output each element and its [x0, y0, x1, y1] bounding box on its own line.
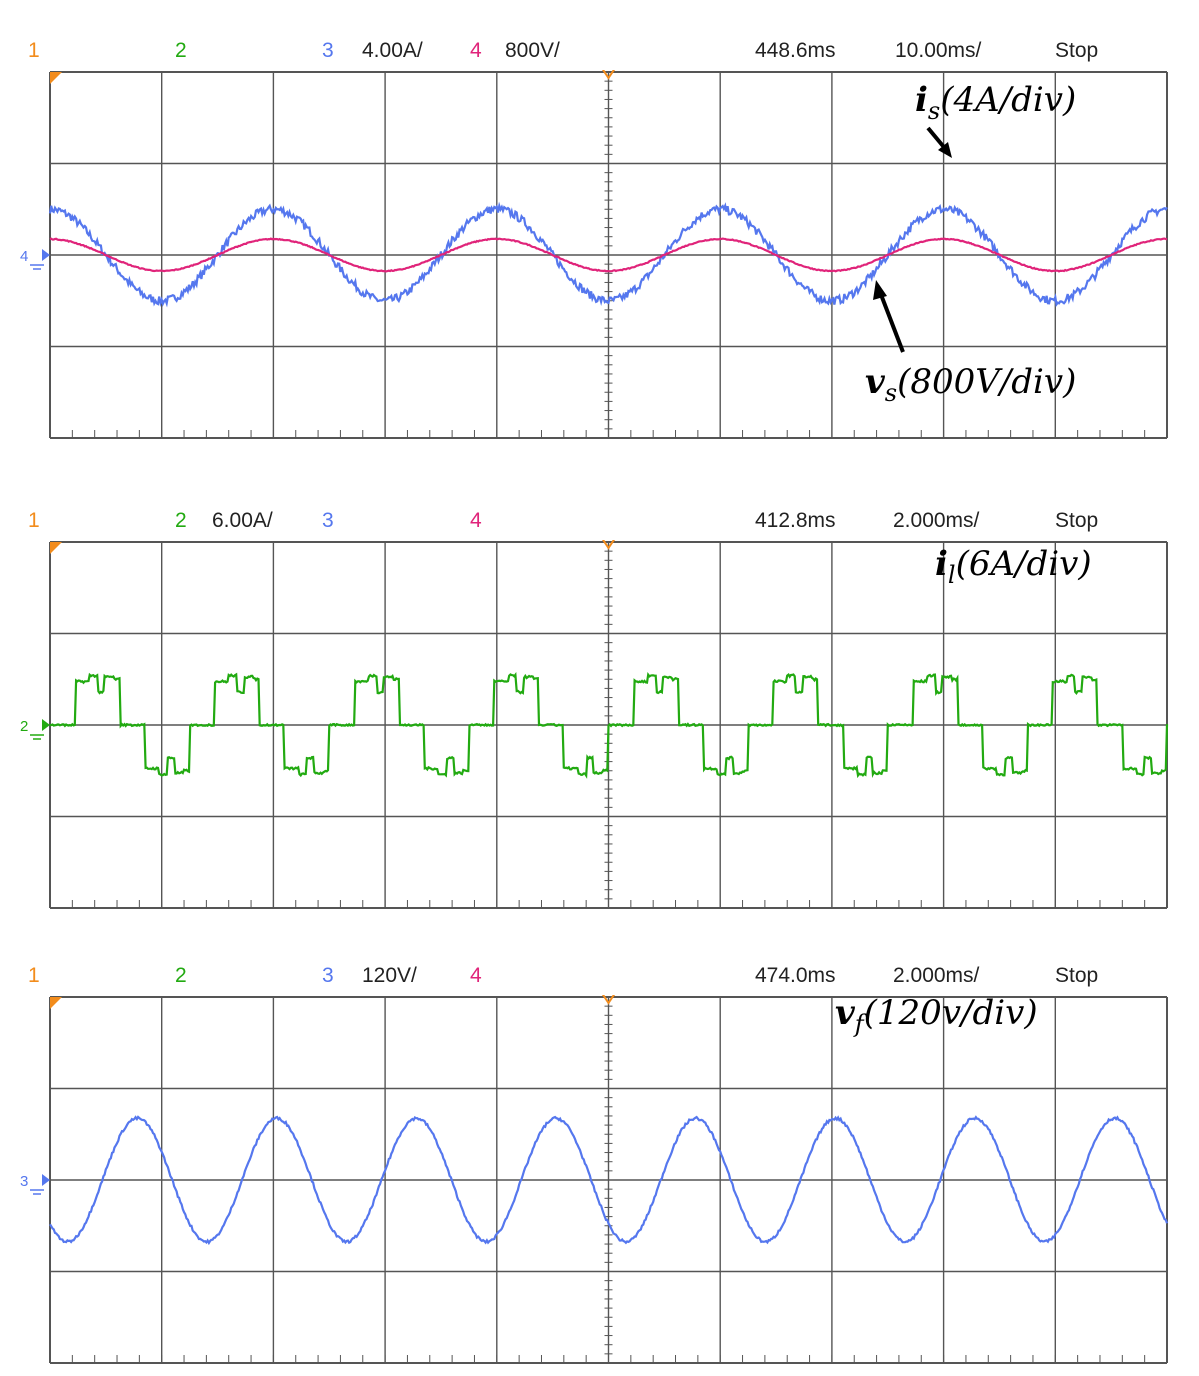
ch1-label: 1	[28, 39, 40, 62]
ch2-label: 2	[175, 39, 187, 62]
arrow-v-s	[878, 291, 905, 353]
trigger-marker-left	[50, 997, 62, 1009]
ch4-scale: 800V/	[505, 39, 560, 62]
ground-marker-label: 3	[20, 1173, 28, 1190]
scope-screen: 4	[20, 70, 1168, 439]
ground-marker-arrow	[42, 719, 50, 731]
scope-screen: 2	[20, 540, 1169, 909]
ground-marker-label: 4	[20, 248, 28, 265]
ch2-scale: 6.00A/	[212, 509, 273, 532]
trace-label-i-l: il(6A/div)	[935, 544, 1092, 589]
timebase: 2.000ms/	[893, 509, 980, 532]
run-status: Stop	[1055, 509, 1099, 532]
scope-header: 1 2 3 4.00A/ 4 800V/ 448.6ms 10.00ms/ St…	[0, 36, 1199, 66]
timebase: 2.000ms/	[893, 964, 980, 987]
run-status: Stop	[1055, 964, 1099, 987]
trigger-marker-top	[601, 70, 616, 80]
trigger-delay: 412.8ms	[755, 509, 836, 532]
ch1-label: 1	[28, 964, 40, 987]
scope-panel-1: 1 2 3 4.00A/ 4 800V/ 448.6ms 10.00ms/ St…	[0, 0, 1199, 440]
ch4-label: 4	[470, 509, 482, 532]
scope-panel-2: 1 2 6.00A/ 3 4 412.8ms 2.000ms/ Stop 2 i…	[0, 470, 1199, 910]
ch4-label: 4	[470, 39, 482, 62]
ground-marker: 4	[20, 248, 50, 270]
timebase: 10.00ms/	[895, 39, 982, 62]
ch2-label: 2	[175, 509, 187, 532]
scope-header: 1 2 6.00A/ 3 4 412.8ms 2.000ms/ Stop	[0, 506, 1199, 536]
ch4-label: 4	[470, 964, 482, 987]
series-line-i_l	[49, 671, 1169, 779]
ground-marker: 2	[20, 718, 50, 740]
trace-label-v-s: vs(800V/div)	[865, 362, 1077, 407]
ch3-scale: 120V/	[362, 964, 417, 987]
trace-label-i-s: is(4A/div)	[915, 80, 1077, 125]
run-status: Stop	[1055, 39, 1099, 62]
ch3-label: 3	[322, 964, 334, 987]
trigger-delay: 474.0ms	[755, 964, 836, 987]
arrow-i-s-head	[938, 142, 952, 158]
scope-header: 1 2 3 120V/ 4 474.0ms 2.000ms/ Stop	[0, 961, 1199, 991]
ground-marker: 3	[20, 1173, 50, 1195]
scope-panel-3: 1 2 3 120V/ 4 474.0ms 2.000ms/ Stop 3 vf…	[0, 925, 1199, 1365]
trigger-marker-left	[50, 542, 62, 554]
ch2-label: 2	[175, 964, 187, 987]
trace-label-v-f: vf(120v/div)	[835, 993, 1038, 1038]
ground-marker-label: 2	[20, 718, 28, 735]
ground-marker-arrow	[42, 1174, 50, 1186]
ch1-label: 1	[28, 509, 40, 532]
arrow-v-s-head	[873, 280, 887, 300]
trigger-marker-left	[50, 72, 62, 84]
series-line-v_s	[49, 237, 1168, 273]
scope-screen: 3	[20, 995, 1169, 1364]
ch3-label: 3	[322, 509, 334, 532]
ground-marker-arrow	[42, 249, 50, 261]
trigger-marker-top	[601, 540, 616, 550]
series-line-i_s	[48, 201, 1168, 308]
ch3-label: 3	[322, 39, 334, 62]
ch3-scale: 4.00A/	[362, 39, 423, 62]
series-line-v_f	[49, 1115, 1169, 1246]
trigger-marker-top	[601, 995, 616, 1005]
trigger-delay: 448.6ms	[755, 39, 836, 62]
